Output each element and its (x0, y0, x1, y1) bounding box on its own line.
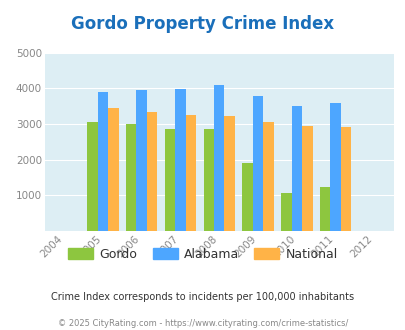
Bar (301, 126, 312, 231)
Bar (87, 122, 97, 231)
Bar (262, 122, 273, 231)
Bar (340, 127, 350, 231)
Text: Gordo Property Crime Index: Gordo Property Crime Index (71, 15, 334, 33)
Bar (203, 129, 213, 231)
Bar (147, 112, 157, 231)
Bar (126, 124, 136, 231)
Bar (164, 129, 175, 231)
Bar (136, 90, 147, 231)
Bar (185, 115, 196, 231)
Text: © 2025 CityRating.com - https://www.cityrating.com/crime-statistics/: © 2025 CityRating.com - https://www.city… (58, 319, 347, 328)
Bar (242, 163, 252, 231)
Text: Crime Index corresponds to incidents per 100,000 inhabitants: Crime Index corresponds to incidents per… (51, 292, 354, 302)
Bar (175, 89, 185, 231)
Bar (97, 92, 108, 231)
Bar (291, 106, 301, 231)
Bar (280, 193, 291, 231)
Bar (224, 116, 234, 231)
Bar (330, 103, 340, 231)
Bar (319, 187, 330, 231)
Bar (213, 85, 224, 231)
Legend: Gordo, Alabama, National: Gordo, Alabama, National (63, 243, 342, 266)
Bar (108, 108, 118, 231)
Bar (252, 96, 262, 231)
